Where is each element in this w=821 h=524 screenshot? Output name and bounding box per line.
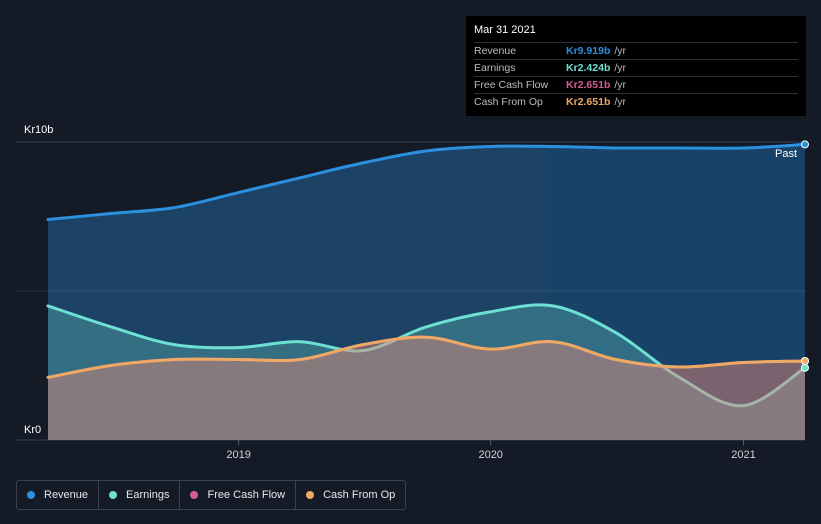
tooltip-label: Free Cash Flow: [474, 79, 549, 91]
earnings-line: [46, 303, 807, 408]
tooltip-unit: /yr: [614, 96, 627, 108]
tooltip-value: Kr2.651b: [566, 96, 611, 108]
tooltip-unit: /yr: [614, 62, 627, 74]
past-label: Past: [775, 148, 797, 160]
legend-label: Free Cash Flow: [207, 489, 286, 501]
x-tick-label: 2021: [731, 449, 755, 461]
earnings-dot-icon: [109, 491, 118, 499]
tooltip-label: Revenue: [474, 45, 517, 57]
free-cash-flow-dot-icon: [190, 491, 199, 499]
y-axis-max-label: Kr10b: [24, 124, 53, 136]
x-tick-label: 2019: [226, 449, 250, 461]
series-layer: [46, 140, 809, 440]
tooltip-date: Mar 31 2021: [474, 24, 536, 36]
cash-from-op-area: [48, 337, 805, 440]
tooltip-row-cash-from-op: Cash From Op Kr2.651b /yr: [474, 93, 798, 110]
revenue-line: [46, 142, 807, 221]
free-cash-flow-area: [48, 337, 805, 440]
x-tick-label: 2020: [478, 449, 502, 461]
tooltip: Mar 31 2021 Revenue Kr9.919b /yr Earning…: [466, 16, 806, 116]
legend-item-revenue[interactable]: Revenue: [17, 481, 100, 509]
cash-from-op-dot-icon: [306, 491, 315, 499]
tooltip-row-earnings: Earnings Kr2.424b /yr: [474, 59, 798, 76]
tooltip-unit: /yr: [614, 79, 627, 91]
legend: Revenue Earnings Free Cash Flow Cash Fro…: [16, 480, 407, 510]
legend-label: Revenue: [44, 489, 89, 501]
legend-label: Cash From Op: [323, 489, 396, 501]
tooltip-value: Kr2.424b: [566, 62, 611, 74]
legend-item-free-cash-flow[interactable]: Free Cash Flow: [180, 481, 297, 509]
tooltip-label: Earnings: [474, 62, 516, 74]
tooltip-value: Kr9.919b: [566, 45, 611, 57]
y-axis-min-label: Kr0: [24, 424, 41, 436]
revenue-endpoint: [801, 140, 809, 149]
earnings-area: [48, 304, 805, 440]
legend-item-cash-from-op[interactable]: Cash From Op: [296, 481, 405, 509]
tooltip-label: Cash From Op: [474, 96, 543, 108]
tooltip-unit: /yr: [614, 45, 627, 57]
tooltip-row-revenue: Revenue Kr9.919b /yr: [474, 42, 798, 59]
revenue-area: [48, 144, 805, 440]
x-tick-layer: 2019 2020 2021: [226, 440, 756, 461]
cash-from-op-endpoint: [801, 357, 809, 365]
tooltip-row-free-cash-flow: Free Cash Flow Kr2.651b /yr: [474, 76, 798, 93]
cash-from-op-line: [46, 335, 807, 379]
tooltip-value: Kr2.651b: [566, 79, 611, 91]
plot-highlight-region: [551, 140, 805, 440]
revenue-dot-icon: [27, 491, 35, 499]
legend-label: Earnings: [126, 489, 170, 501]
earnings-endpoint: [801, 363, 809, 372]
legend-item-earnings[interactable]: Earnings: [99, 481, 181, 509]
